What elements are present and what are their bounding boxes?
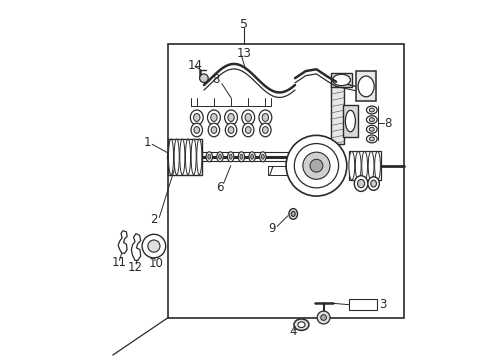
- Ellipse shape: [219, 154, 221, 159]
- Bar: [348, 299, 377, 310]
- Ellipse shape: [358, 76, 374, 97]
- Ellipse shape: [367, 116, 377, 123]
- Ellipse shape: [294, 319, 309, 330]
- Ellipse shape: [291, 211, 295, 216]
- Polygon shape: [131, 234, 141, 260]
- Ellipse shape: [225, 123, 237, 137]
- Ellipse shape: [249, 152, 255, 162]
- Ellipse shape: [211, 127, 217, 134]
- Bar: [343, 105, 358, 137]
- Ellipse shape: [243, 123, 254, 137]
- Ellipse shape: [238, 152, 245, 162]
- Ellipse shape: [298, 322, 305, 328]
- Bar: [348, 152, 381, 180]
- Ellipse shape: [245, 127, 251, 134]
- Ellipse shape: [245, 113, 251, 121]
- Bar: [331, 73, 352, 87]
- Ellipse shape: [229, 154, 232, 159]
- Text: 7: 7: [267, 165, 275, 177]
- Circle shape: [199, 74, 208, 82]
- Ellipse shape: [262, 113, 269, 121]
- Ellipse shape: [208, 123, 220, 137]
- Ellipse shape: [190, 110, 203, 125]
- Ellipse shape: [369, 127, 374, 131]
- Circle shape: [286, 135, 347, 196]
- Ellipse shape: [349, 152, 355, 180]
- Ellipse shape: [263, 127, 268, 134]
- Ellipse shape: [194, 113, 200, 121]
- Ellipse shape: [194, 127, 199, 134]
- Ellipse shape: [345, 111, 355, 132]
- Ellipse shape: [228, 113, 234, 121]
- Ellipse shape: [369, 118, 374, 122]
- Circle shape: [142, 234, 166, 258]
- Ellipse shape: [260, 152, 266, 162]
- Text: 2: 2: [150, 213, 158, 226]
- Ellipse shape: [354, 176, 368, 192]
- Text: 8: 8: [213, 73, 220, 86]
- Bar: [331, 82, 344, 144]
- Ellipse shape: [333, 74, 350, 86]
- Text: 8: 8: [384, 117, 392, 130]
- Ellipse shape: [180, 139, 185, 175]
- Circle shape: [317, 311, 330, 324]
- Text: 13: 13: [237, 47, 252, 60]
- Ellipse shape: [228, 127, 234, 134]
- Ellipse shape: [260, 123, 271, 137]
- Text: 3: 3: [379, 298, 387, 311]
- Ellipse shape: [368, 152, 374, 180]
- Ellipse shape: [227, 152, 234, 162]
- Bar: [356, 71, 376, 102]
- Ellipse shape: [208, 154, 211, 159]
- Ellipse shape: [191, 139, 196, 175]
- Ellipse shape: [369, 108, 374, 112]
- Bar: [268, 166, 290, 175]
- Ellipse shape: [191, 123, 202, 137]
- Ellipse shape: [367, 125, 377, 133]
- Ellipse shape: [224, 110, 238, 125]
- Ellipse shape: [169, 139, 173, 175]
- Ellipse shape: [375, 152, 380, 180]
- Ellipse shape: [242, 110, 255, 125]
- Text: 1: 1: [143, 136, 151, 149]
- Circle shape: [294, 144, 339, 188]
- Ellipse shape: [371, 180, 376, 187]
- Ellipse shape: [197, 139, 202, 175]
- Ellipse shape: [368, 177, 379, 190]
- Ellipse shape: [217, 152, 223, 162]
- Text: 11: 11: [112, 256, 127, 269]
- Text: 12: 12: [127, 261, 143, 274]
- Ellipse shape: [211, 113, 217, 121]
- Ellipse shape: [240, 154, 243, 159]
- Ellipse shape: [358, 180, 365, 188]
- Circle shape: [310, 159, 323, 172]
- Bar: [168, 139, 202, 175]
- Text: 9: 9: [268, 222, 276, 235]
- Ellipse shape: [185, 139, 191, 175]
- Circle shape: [321, 315, 326, 320]
- Ellipse shape: [355, 152, 361, 180]
- Bar: [168, 44, 404, 318]
- Text: 10: 10: [148, 257, 163, 270]
- Ellipse shape: [367, 135, 377, 143]
- Ellipse shape: [362, 152, 368, 180]
- Text: 6: 6: [216, 181, 224, 194]
- Ellipse shape: [369, 137, 374, 141]
- Ellipse shape: [207, 110, 220, 125]
- Text: 5: 5: [240, 18, 248, 31]
- Ellipse shape: [289, 208, 297, 219]
- Ellipse shape: [206, 152, 213, 162]
- Text: 14: 14: [188, 59, 203, 72]
- Ellipse shape: [259, 110, 272, 125]
- Circle shape: [303, 152, 330, 179]
- Ellipse shape: [174, 139, 179, 175]
- Ellipse shape: [251, 154, 253, 159]
- Polygon shape: [118, 231, 127, 253]
- Circle shape: [148, 240, 160, 252]
- Ellipse shape: [262, 154, 264, 159]
- Ellipse shape: [367, 106, 377, 114]
- Text: 4: 4: [290, 325, 297, 338]
